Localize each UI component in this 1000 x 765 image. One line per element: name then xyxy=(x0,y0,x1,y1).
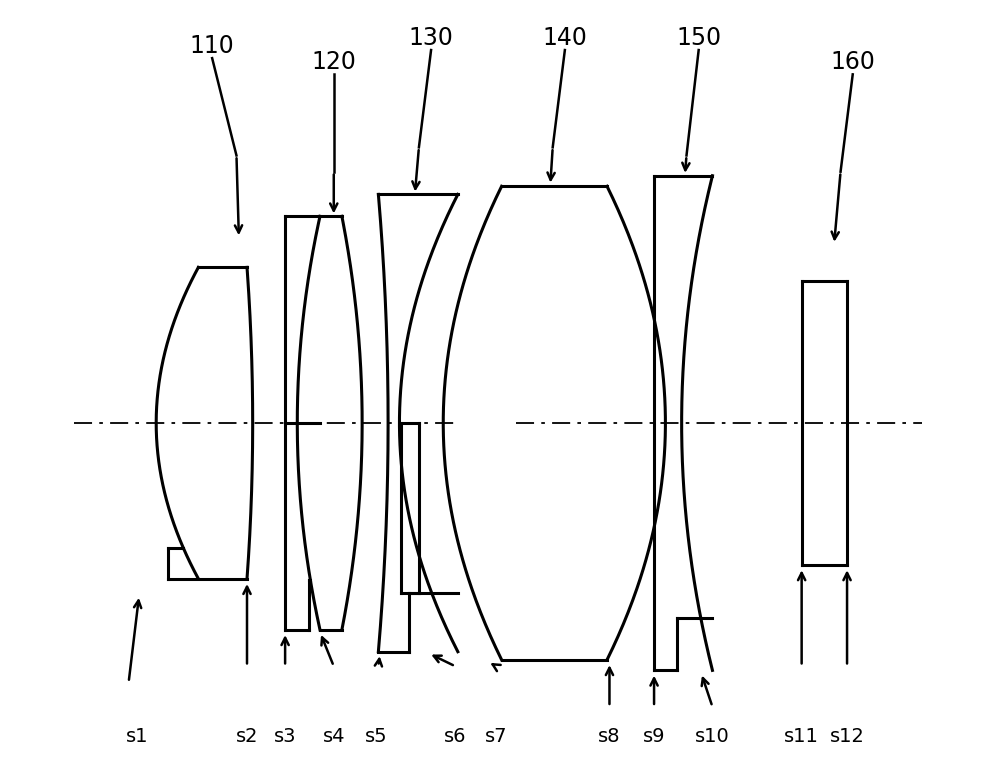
Text: s1: s1 xyxy=(125,727,148,746)
Text: 130: 130 xyxy=(409,26,454,50)
Text: s2: s2 xyxy=(236,727,258,746)
Text: 160: 160 xyxy=(830,50,875,74)
Text: s7: s7 xyxy=(485,727,507,746)
Text: s4: s4 xyxy=(323,727,345,746)
Text: 110: 110 xyxy=(190,34,235,58)
Text: s5: s5 xyxy=(365,727,388,746)
Text: s8: s8 xyxy=(598,727,621,746)
Text: s9: s9 xyxy=(643,727,665,746)
Text: s11: s11 xyxy=(784,727,819,746)
Text: s3: s3 xyxy=(274,727,296,746)
Text: s6: s6 xyxy=(444,727,467,746)
Text: s12: s12 xyxy=(830,727,864,746)
Text: 150: 150 xyxy=(676,26,721,50)
Text: 120: 120 xyxy=(311,50,356,74)
Text: s10: s10 xyxy=(695,727,730,746)
Text: 140: 140 xyxy=(542,26,587,50)
